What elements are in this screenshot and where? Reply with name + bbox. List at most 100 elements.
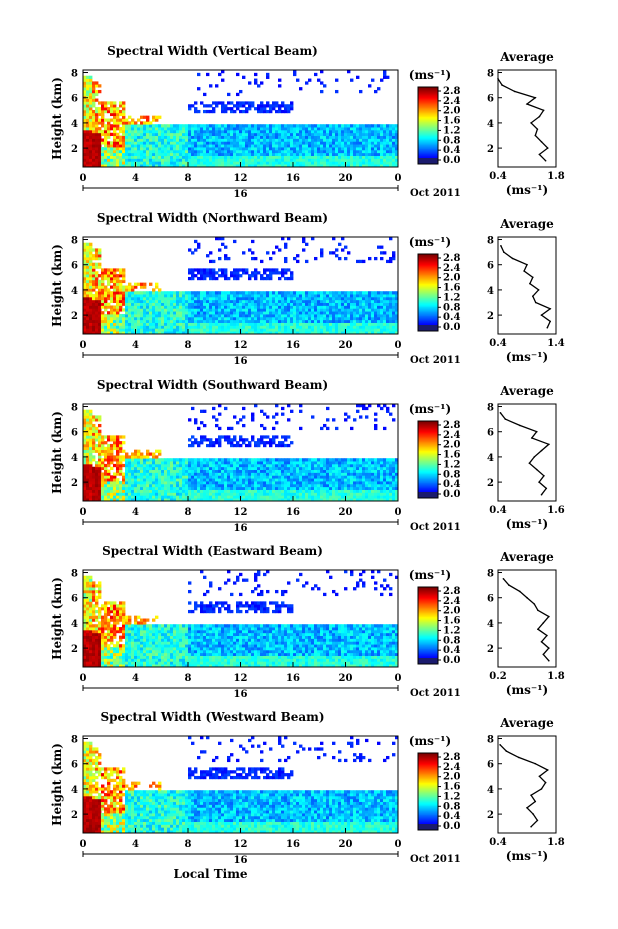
colorbar-cell: [418, 440, 438, 442]
colorbar-cell: [418, 764, 438, 767]
colorbar-cell: [418, 460, 438, 463]
colorbar-cell: [418, 444, 438, 446]
average-x-tick-label: 0.4: [489, 171, 506, 182]
day-label: 16: [234, 523, 248, 534]
colorbar-tick-label: 2.4: [443, 263, 460, 274]
colorbar-cell: [418, 287, 438, 290]
colorbar-cell: [418, 433, 438, 436]
colorbar-cell: [418, 464, 438, 467]
average-y-tick-label: 4: [487, 286, 494, 297]
colorbar-tick-label: 1.2: [443, 459, 460, 470]
colorbar-tick-label: 0.0: [443, 322, 460, 333]
beam-panel-2: Spectral Width (Southward Beam) 8 6 4 2 Heigh…: [50, 378, 565, 534]
colorbar-cell: [418, 595, 438, 598]
average-x-label: (ms⁻¹): [506, 683, 548, 697]
colorbar-cell: [418, 427, 438, 430]
colorbar-cell: [418, 471, 438, 473]
colorbar-tick-label: 0.0: [443, 489, 460, 500]
colorbar-cell: [418, 653, 438, 656]
colorbar-cell: [418, 472, 438, 475]
colorbar-cell: [418, 103, 438, 106]
colorbar-unit: (ms⁻¹): [409, 734, 451, 748]
colorbar-cell: [418, 255, 438, 257]
colorbar-tick-label: 1.6: [443, 616, 460, 627]
colorbar-cell: [418, 648, 438, 651]
x-tick-label: 12: [234, 507, 248, 518]
colorbar-tick-label: 1.2: [443, 791, 460, 802]
average-point: [528, 462, 531, 465]
colorbar-cell: [418, 314, 438, 316]
colorbar-tick-label: 0.4: [443, 312, 460, 323]
colorbar-cell: [418, 138, 438, 141]
colorbar-cell: [418, 765, 438, 768]
y-tick-label: 4: [71, 785, 78, 796]
colorbar-cell: [418, 126, 438, 129]
colorbar-cell: [418, 139, 438, 142]
colorbar-cell: [418, 760, 438, 763]
colorbar-cell: [418, 790, 438, 792]
average-point: [544, 781, 547, 784]
average-x-tick-label: 1.8: [547, 671, 564, 682]
average-point: [536, 128, 539, 130]
colorbar-cell: [418, 468, 438, 471]
colorbar-cell: [418, 305, 438, 308]
colorbar-cell: [418, 131, 438, 134]
x-tick-label: 8: [185, 673, 192, 684]
x-tick-label: 16: [286, 340, 300, 351]
colorbar-tick-label: 1.6: [443, 450, 460, 461]
average-point: [519, 590, 521, 593]
colorbar-unit: (ms⁻¹): [409, 68, 451, 82]
average-frame: [497, 69, 557, 168]
colorbar-cell: [418, 761, 438, 764]
average-point: [532, 276, 534, 279]
colorbar-cell: [418, 635, 438, 638]
colorbar-cell: [418, 302, 438, 305]
colorbar-cell: [418, 477, 438, 480]
colorbar-cell: [418, 289, 438, 292]
colorbar-cell: [418, 424, 438, 427]
x-tick-label: 0: [80, 839, 87, 850]
colorbar-cell: [418, 428, 438, 431]
x-tick-label: 4: [132, 839, 139, 850]
colorbar-cell: [418, 597, 438, 599]
colorbar-cell: [418, 120, 438, 123]
x-tick-label: 0: [80, 340, 87, 351]
average-profile-line: [502, 578, 550, 662]
colorbar-cell: [418, 642, 438, 644]
colorbar-cell: [418, 97, 438, 99]
colorbar-cell: [418, 121, 438, 124]
x-tick-label: 8: [185, 839, 192, 850]
average-point: [534, 762, 537, 765]
y-tick-label: 8: [71, 569, 78, 580]
x-tick-label: 12: [234, 340, 248, 351]
colorbar-cell: [418, 622, 438, 625]
x-tick-label: 4: [132, 507, 139, 518]
average-point: [540, 141, 543, 143]
colorbar-cell: [418, 459, 438, 462]
average-x-tick-label: 0.4: [489, 837, 506, 848]
colorbar-tick-label: 2.4: [443, 762, 460, 773]
colorbar-cell: [418, 316, 438, 319]
average-point: [542, 109, 545, 112]
colorbar-cell: [418, 607, 438, 610]
colorbar-cell: [418, 87, 438, 89]
colorbar-cell: [418, 458, 438, 460]
average-point: [540, 314, 543, 316]
colorbar-tick-label: 2.0: [443, 606, 460, 617]
colorbar-cell: [418, 796, 438, 799]
average-point: [526, 263, 528, 266]
colorbar-cell: [418, 651, 438, 653]
colorbar-cell: [418, 421, 438, 423]
colorbar-cell: [418, 804, 438, 807]
colorbar-cell: [418, 275, 438, 278]
average-frame: [497, 403, 557, 502]
colorbar-cell: [418, 462, 438, 464]
colorbar-cell: [418, 89, 438, 92]
colorbar-cell: [418, 133, 438, 135]
colorbar-cell: [418, 426, 438, 428]
heatmap-field: [83, 70, 398, 167]
colorbar-cell: [418, 613, 438, 616]
x-axis-label: Local Time: [173, 867, 247, 881]
x-tick-label: 0: [80, 673, 87, 684]
colorbar-tick-label: 0.0: [443, 155, 460, 166]
